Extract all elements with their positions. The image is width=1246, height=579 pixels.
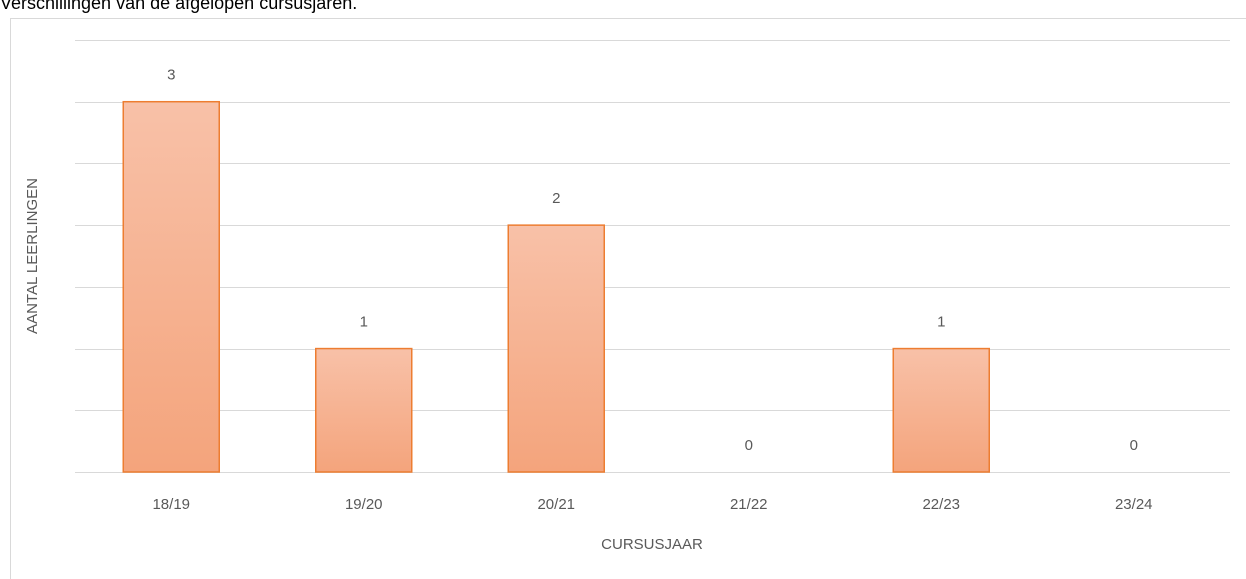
x-tick-label: 22/23 <box>922 496 960 513</box>
data-label: 0 <box>745 437 753 454</box>
data-label: 1 <box>360 314 368 331</box>
bar <box>315 347 413 473</box>
bar <box>507 224 605 473</box>
data-label: 1 <box>937 314 945 331</box>
chart-title: Verschillingen van de afgelopen cursusja… <box>0 0 357 13</box>
x-tick-label: 20/21 <box>537 496 575 513</box>
x-tick-label: 23/24 <box>1115 496 1153 513</box>
bar <box>892 347 990 473</box>
x-tick-label: 21/22 <box>730 496 768 513</box>
y-axis-title: AANTAL LEERLINGEN <box>24 178 41 334</box>
data-label: 0 <box>1130 437 1138 454</box>
x-axis-title: CURSUSJAAR <box>601 536 703 553</box>
x-tick-label: 19/20 <box>345 496 383 513</box>
data-label: 2 <box>552 190 560 207</box>
data-label: 3 <box>167 67 175 84</box>
x-tick-label: 18/19 <box>152 496 190 513</box>
bar <box>122 100 220 473</box>
